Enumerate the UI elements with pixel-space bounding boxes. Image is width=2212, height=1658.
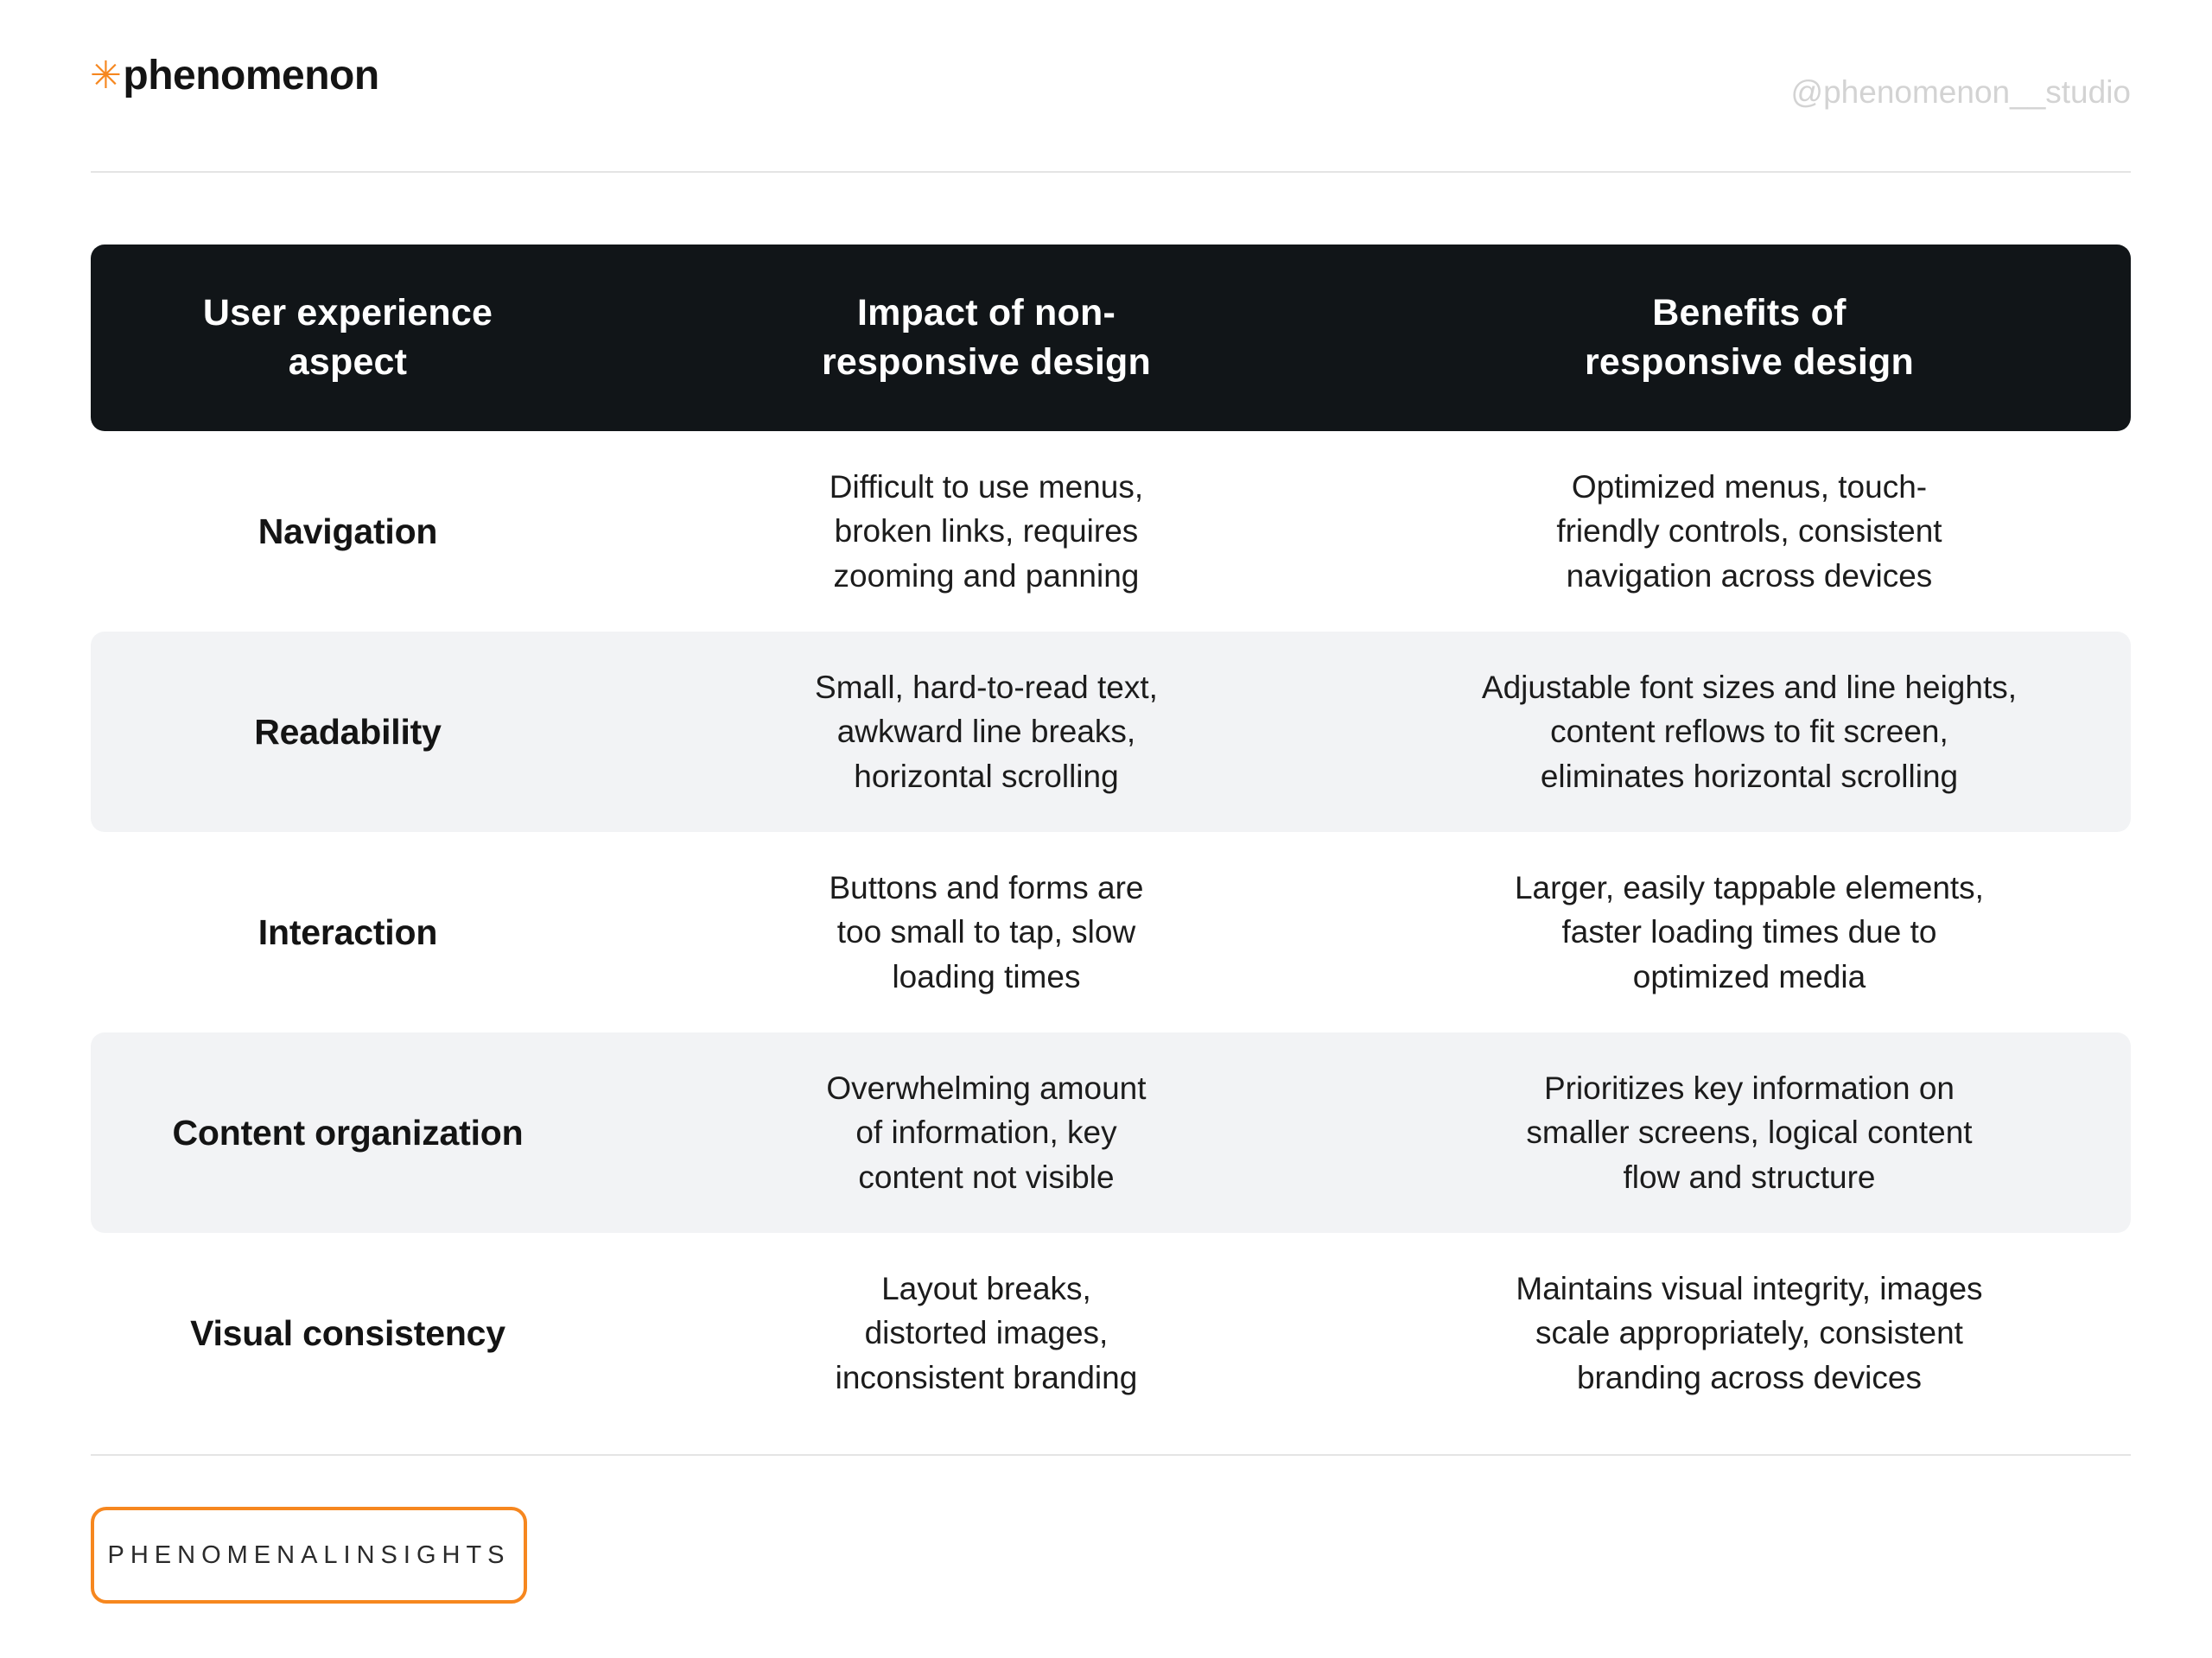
- row-aspect-label: Interaction: [257, 912, 438, 952]
- brand-logo: ✳ phenomenon: [90, 52, 379, 99]
- column-header-impact: Impact of non- responsive design: [821, 292, 1151, 383]
- row-aspect-label: Readability: [254, 711, 442, 752]
- row-benefit-text: Prioritizes key information on smaller s…: [1526, 1070, 1973, 1195]
- top-divider: [91, 171, 2131, 173]
- brand-logo-text: phenomenon: [123, 53, 379, 98]
- row-benefit-text: Maintains visual integrity, images scale…: [1516, 1271, 1983, 1395]
- comparison-table: User experience aspect Impact of non- re…: [91, 245, 2131, 1433]
- table-row: Content organization Overwhelming amount…: [91, 1032, 2131, 1233]
- row-benefit-text: Larger, easily tappable elements, faster…: [1514, 870, 1984, 994]
- row-benefit-text: Adjustable font sizes and line heights, …: [1481, 670, 2018, 794]
- table-row: Navigation Difficult to use menus, broke…: [91, 431, 2131, 632]
- table-row: Interaction Buttons and forms are too sm…: [91, 832, 2131, 1032]
- social-handle[interactable]: @phenomenon__studio: [1790, 74, 2131, 110]
- row-aspect-label: Visual consistency: [190, 1312, 505, 1353]
- phenomenalinsights-badge[interactable]: PHENOMENALINSIGHTS: [91, 1507, 527, 1604]
- table-row: Readability Small, hard-to-read text, aw…: [91, 632, 2131, 832]
- row-aspect-label: Content organization: [172, 1112, 524, 1153]
- column-header-benefits: Benefits of responsive design: [1584, 292, 1914, 383]
- row-impact-text: Overwhelming amount of information, key …: [826, 1070, 1147, 1195]
- asterisk-icon: ✳: [90, 54, 122, 97]
- column-header-aspect: User experience aspect: [202, 292, 493, 383]
- row-aspect-label: Navigation: [257, 511, 438, 551]
- row-benefit-text: Optimized menus, touch- friendly control…: [1556, 469, 1942, 594]
- table-header-row: User experience aspect Impact of non- re…: [91, 245, 2131, 431]
- row-impact-text: Buttons and forms are too small to tap, …: [829, 870, 1144, 994]
- row-impact-text: Layout breaks, distorted images, inconsi…: [835, 1271, 1138, 1395]
- bottom-divider: [91, 1454, 2131, 1456]
- row-impact-text: Small, hard-to-read text, awkward line b…: [815, 670, 1158, 794]
- table-row: Visual consistency Layout breaks, distor…: [91, 1233, 2131, 1433]
- row-impact-text: Difficult to use menus, broken links, re…: [829, 469, 1144, 594]
